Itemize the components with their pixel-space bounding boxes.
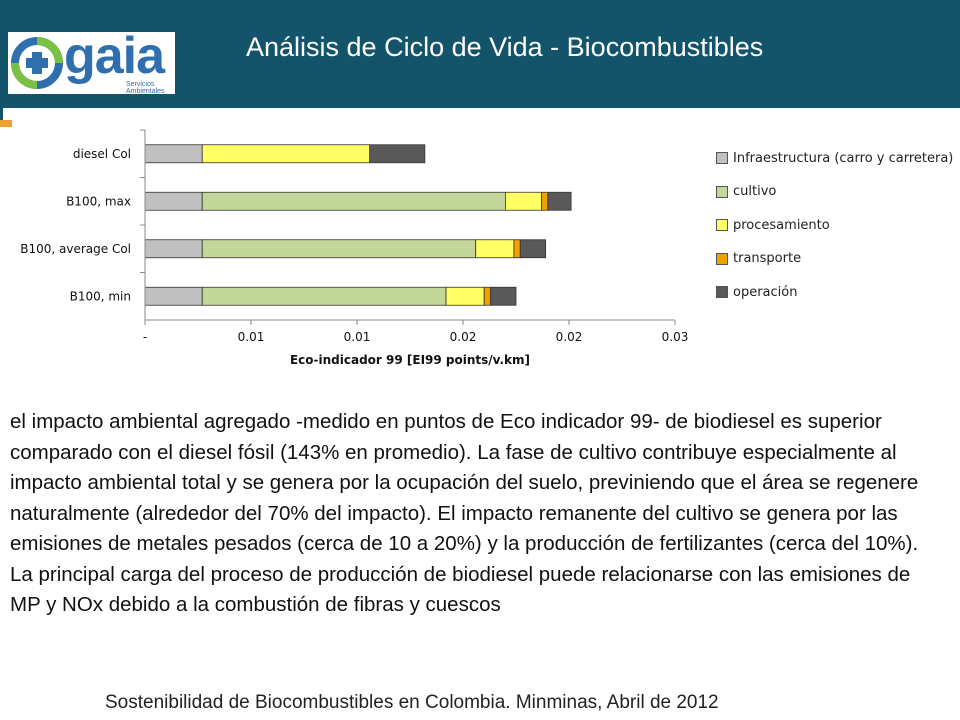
stacked-bar-chart: diesel Col B100, max B100, average Col B100… [20,129,689,367]
legend-item: cultivo [716,182,953,202]
legend-label: cultivo [733,184,777,199]
x-axis-title: Eco-indicador 99 [EI99 points/v.km] [290,353,530,367]
logo-subtext: Servicios Ambientales [126,81,165,95]
left-rule [0,108,3,120]
legend-label: operación [733,284,798,300]
gaia-logo: gaia Servicios Ambientales [8,27,175,95]
bar-segment [547,191,572,211]
bar-segment [144,286,203,306]
y-tick-label: diesel Col [73,147,131,161]
bar-segment [519,239,547,259]
legend-swatch [716,219,728,231]
legend-label: Infraestructura (carro y carretera) [733,150,954,166]
legend-item: procesamiento [716,215,953,235]
x-tick-label: 0.03 [662,330,689,344]
bar-segment [144,239,203,259]
x-tick-label: 0.02 [556,330,583,344]
bar-segment [201,286,447,306]
logo-emblem-icon [11,37,63,89]
bar-segment [201,144,371,164]
legend-swatch [716,252,728,265]
orange-accent [0,120,12,127]
legend-swatch [716,286,728,298]
legend-item: Infraestructura (carro y carretera) [716,148,953,168]
bar-segment [483,286,491,306]
bar-segment [541,191,549,211]
bar-segment [201,191,506,211]
body-paragraph: el impacto ambiental agregado -medido en… [10,410,919,616]
y-tick-label: B100, average Col [20,242,131,256]
slide-title: Análisis de Ciclo de Vida - Biocombustib… [246,32,764,62]
chart-legend: Infraestructura (carro y carretera) cult… [716,148,953,316]
logo-wordmark: gaia [64,27,165,85]
legend-item: operación [716,282,953,302]
legend-item: transporte [716,249,953,269]
bar-segment [504,191,542,211]
bar-segment [369,144,426,164]
legend-swatch [716,185,728,198]
legend-label: procesamiento [733,217,830,233]
y-tick-label: B100, min [70,289,131,303]
slide-header: gaia Servicios Ambientales Análisis de C… [0,0,960,108]
x-tick-label: 0.01 [238,330,265,344]
bar-segment [144,144,203,164]
bar-segment [144,191,203,211]
x-tick-label: 0.01 [344,330,371,344]
bar-segment [201,239,477,259]
bar-segment [475,239,515,259]
bar-segment [513,239,521,259]
x-tick-label: 0.02 [450,330,477,344]
footer-text: Sostenibilidad de Biocombustibles en Col… [105,692,719,713]
bar-segment [490,286,517,306]
bar-segment [445,286,485,306]
legend-label: transporte [733,251,802,266]
x-tick-label: - [143,330,147,344]
y-tick-label: B100, max [66,194,131,208]
footer-citation: Sostenibilidad de Biocombustibles en Col… [105,690,805,720]
legend-swatch [716,152,728,164]
